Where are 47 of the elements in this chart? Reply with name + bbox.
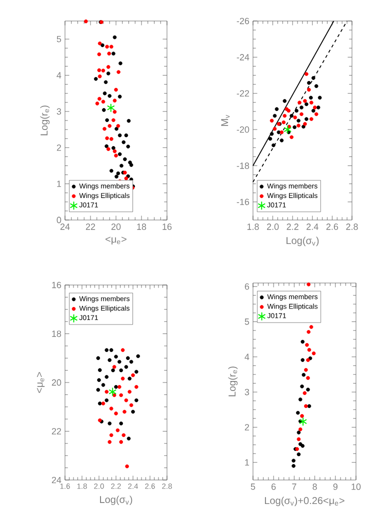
y-tick-label: -22 bbox=[236, 90, 249, 97]
x-axis-title: Log(σ$_{v}$) bbox=[100, 496, 132, 506]
y-tick-label: 16 bbox=[52, 282, 62, 288]
y-tick-label: 4 bbox=[56, 72, 62, 78]
y-tick-label: -24 bbox=[236, 54, 250, 60]
y-axis-title: M$_{v}$ bbox=[221, 114, 230, 126]
x-tick-label: 7 bbox=[292, 484, 296, 490]
y-tick-label: 3 bbox=[244, 388, 250, 396]
x-tick-label: 2.6 bbox=[326, 224, 338, 230]
y-tick-label: 20 bbox=[52, 379, 62, 386]
x-tick-label: 6 bbox=[272, 484, 276, 490]
y-tick-label: -18 bbox=[236, 162, 250, 169]
y-tick-label: 1 bbox=[245, 459, 250, 466]
x-tick-label: 8 bbox=[312, 484, 317, 490]
y-tick-label: 5 bbox=[244, 318, 250, 325]
y-axis-title: Log(r$_{e}$) bbox=[228, 366, 238, 396]
y-tick-label: 4 bbox=[244, 354, 250, 360]
x-tick-label: 20 bbox=[111, 224, 121, 230]
x-tick-label: 2.0 bbox=[266, 224, 279, 230]
y-axis-title: Log(r$_{e}$) bbox=[40, 106, 50, 136]
y-axis-title: <μ$_{e}$> bbox=[36, 372, 45, 393]
x-tick-label: 2.8 bbox=[346, 224, 358, 230]
y-tick-label: 3 bbox=[56, 108, 62, 115]
y-tick-label: 22 bbox=[52, 428, 62, 434]
x-axis-title: <μ$_{e}$> bbox=[106, 236, 126, 245]
y-tick-label: 5 bbox=[56, 36, 62, 42]
x-tick-label: 10 bbox=[352, 484, 361, 490]
y-tick-label: 6 bbox=[244, 283, 250, 290]
x-tick-label: 5 bbox=[250, 484, 256, 490]
y-tick-label: 2 bbox=[244, 424, 250, 430]
x-tick-label: 18 bbox=[137, 224, 146, 230]
y-tick-label: 0 bbox=[56, 216, 62, 224]
x-tick-label: 22 bbox=[86, 224, 96, 230]
x-axis-title: Log(σ$_{v}$)+0.26<μ$_{e}$> bbox=[264, 496, 344, 506]
x-tick-label: 1.8 bbox=[247, 224, 259, 230]
y-tick-label: 1 bbox=[57, 180, 62, 187]
x-tick-label: 9 bbox=[333, 484, 338, 490]
x-tick-label: 2.2 bbox=[286, 224, 298, 230]
y-tick-label: 2 bbox=[56, 144, 62, 151]
x-tick-label: 2.4 bbox=[306, 224, 318, 230]
y-tick-label: 24 bbox=[52, 476, 62, 484]
y-tick-label: 18 bbox=[52, 330, 62, 337]
y-tick-label: -16 bbox=[236, 198, 250, 206]
x-tick-label: 16 bbox=[162, 224, 172, 230]
x-axis-title: Log(σ$_{v}$) bbox=[286, 236, 319, 246]
y-tick-label: -26 bbox=[236, 18, 250, 24]
y-tick-label: -20 bbox=[236, 126, 250, 133]
